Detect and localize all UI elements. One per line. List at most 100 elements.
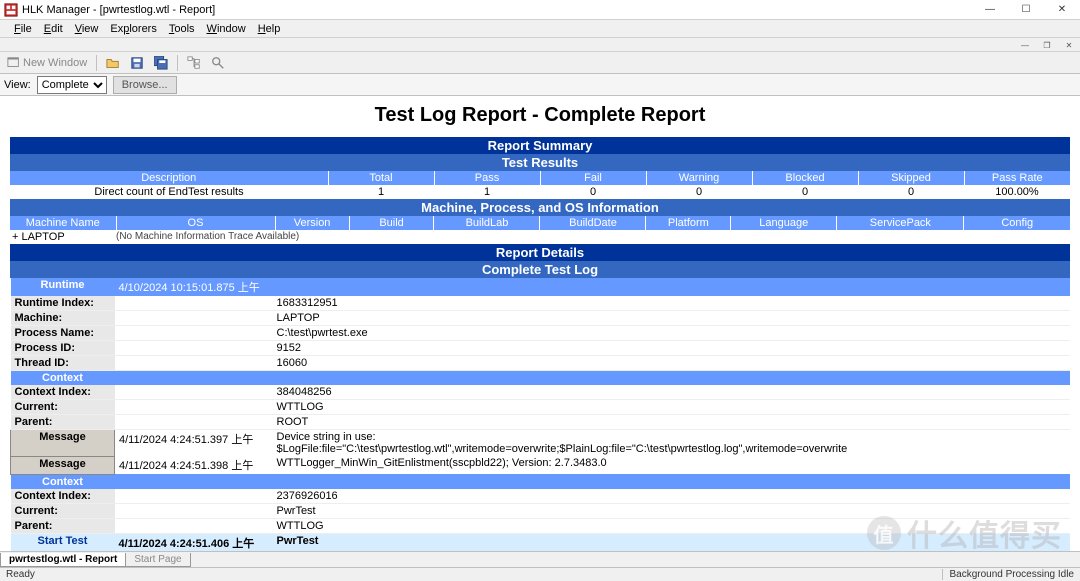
machine-row[interactable]: + LAPTOP (No Machine Information Trace A… <box>10 230 1070 244</box>
tab-start-page[interactable]: Start Page <box>125 553 190 567</box>
section-complete-testlog: Complete Test Log <box>10 261 1070 278</box>
runtime-header: Runtime <box>11 278 115 296</box>
status-bar: Ready Background Processing Idle <box>0 567 1080 581</box>
message-button[interactable]: Message <box>11 430 115 457</box>
search-icon <box>211 56 225 70</box>
results-cell: 0 <box>858 185 964 199</box>
machine-col-header: Platform <box>646 216 731 230</box>
window-controls: — ☐ ✕ <box>972 0 1080 20</box>
results-cell: 1 <box>328 185 434 199</box>
toolbar-find-button[interactable] <box>208 54 228 72</box>
message-button[interactable]: Message <box>11 456 115 474</box>
results-cell: Direct count of EndTest results <box>10 185 328 199</box>
tree-icon <box>187 56 201 70</box>
menu-explorers[interactable]: Explorers <box>104 22 162 36</box>
status-right: Background Processing Idle <box>942 569 1080 580</box>
log-key: Thread ID: <box>11 356 115 371</box>
log-key: Current: <box>11 503 115 518</box>
log-value: 1683312951 <box>273 296 1071 311</box>
log-key: Parent: <box>11 415 115 430</box>
save-all-icon <box>154 56 168 70</box>
results-cell: 0 <box>540 185 646 199</box>
log-value: WTTLOG <box>273 400 1071 415</box>
message-body: WTTLogger_MinWin_GitEnlistment(sscpbld22… <box>273 456 1071 474</box>
toolbar-save-button[interactable] <box>127 54 147 72</box>
results-table: DescriptionTotalPassFailWarningBlockedSk… <box>10 171 1070 199</box>
machine-col-header: BuildLab <box>434 216 540 230</box>
menu-edit[interactable]: Edit <box>38 22 69 36</box>
results-cell: 100.00% <box>964 185 1070 199</box>
tab-report[interactable]: pwrtestlog.wtl - Report <box>0 553 126 567</box>
report-area: Test Log Report - Complete Report Report… <box>0 96 1080 551</box>
machine-note: (No Machine Information Trace Available) <box>116 231 299 243</box>
new-window-button[interactable]: New Window <box>4 54 90 72</box>
view-bar: View: Complete Browse... <box>0 74 1080 96</box>
minimize-button[interactable]: — <box>972 0 1008 20</box>
status-left: Ready <box>0 569 41 580</box>
machine-col-header: Machine Name <box>10 216 116 230</box>
section-report-details: Report Details <box>10 244 1070 261</box>
log-key: Runtime Index: <box>11 296 115 311</box>
machine-table: Machine NameOSVersionBuildBuildLabBuildD… <box>10 216 1070 230</box>
menu-file[interactable]: File <box>8 22 38 36</box>
mdi-close-button[interactable]: ✕ <box>1058 38 1080 52</box>
results-cell: 1 <box>434 185 540 199</box>
start-test-body: PwrTest <box>273 533 1071 551</box>
results-col-header: Pass Rate <box>964 171 1070 185</box>
new-window-icon <box>7 56 21 70</box>
machine-expand[interactable]: + LAPTOP <box>12 231 116 243</box>
toolbar-separator <box>177 55 178 71</box>
machine-col-header: Build <box>349 216 434 230</box>
machine-col-header: Language <box>731 216 837 230</box>
results-col-header: Description <box>10 171 328 185</box>
message-timestamp: 4/11/2024 4:24:51.397 上午 <box>115 430 273 457</box>
section-machine-info: Machine, Process, and OS Information <box>10 199 1070 216</box>
log-value: LAPTOP <box>273 311 1071 326</box>
toolbar-open-button[interactable] <box>103 54 123 72</box>
menu-tools[interactable]: Tools <box>163 22 201 36</box>
results-col-header: Pass <box>434 171 540 185</box>
section-test-results: Test Results <box>10 154 1070 171</box>
context-header: Context <box>11 371 115 386</box>
menu-window[interactable]: Window <box>201 22 252 36</box>
log-value: 16060 <box>273 356 1071 371</box>
view-select[interactable]: Complete <box>37 76 107 94</box>
machine-col-header: Version <box>275 216 349 230</box>
start-test-timestamp: 4/11/2024 4:24:51.406 上午 <box>115 533 273 551</box>
log-value: 9152 <box>273 341 1071 356</box>
view-label: View: <box>4 79 31 91</box>
results-col-header: Total <box>328 171 434 185</box>
results-cell: 0 <box>646 185 752 199</box>
toolbar-saveall-button[interactable] <box>151 54 171 72</box>
log-table: Runtime 4/10/2024 10:15:01.875 上午 Runtim… <box>10 278 1070 551</box>
mdi-restore-button[interactable]: ❐ <box>1036 38 1058 52</box>
log-key: Current: <box>11 400 115 415</box>
log-key: Process ID: <box>11 341 115 356</box>
log-value: 384048256 <box>273 385 1071 400</box>
close-button[interactable]: ✕ <box>1044 0 1080 20</box>
log-value: PwrTest <box>273 503 1071 518</box>
results-cell: 0 <box>752 185 858 199</box>
message-body: Device string in use: $LogFile:file="C:\… <box>273 430 1071 457</box>
folder-open-icon <box>106 56 120 70</box>
machine-col-header: Config <box>964 216 1070 230</box>
toolbar-tree-button[interactable] <box>184 54 204 72</box>
results-col-header: Skipped <box>858 171 964 185</box>
start-test-button[interactable]: Start Test <box>11 533 115 551</box>
mdi-minimize-button[interactable]: — <box>1014 38 1036 52</box>
machine-col-header: ServicePack <box>837 216 964 230</box>
log-value: 2376926016 <box>273 489 1071 504</box>
menu-help[interactable]: Help <box>252 22 287 36</box>
context-header: Context <box>11 474 115 489</box>
results-col-header: Blocked <box>752 171 858 185</box>
title-bar: HLK Manager - [pwrtestlog.wtl - Report] … <box>0 0 1080 20</box>
document-tabs: pwrtestlog.wtl - Report Start Page <box>0 551 1080 567</box>
results-col-header: Fail <box>540 171 646 185</box>
menu-view[interactable]: View <box>69 22 105 36</box>
maximize-button[interactable]: ☐ <box>1008 0 1044 20</box>
browse-button[interactable]: Browse... <box>113 76 177 94</box>
save-icon <box>130 56 144 70</box>
log-value: ROOT <box>273 415 1071 430</box>
section-report-summary: Report Summary <box>10 137 1070 154</box>
machine-col-header: OS <box>116 216 275 230</box>
